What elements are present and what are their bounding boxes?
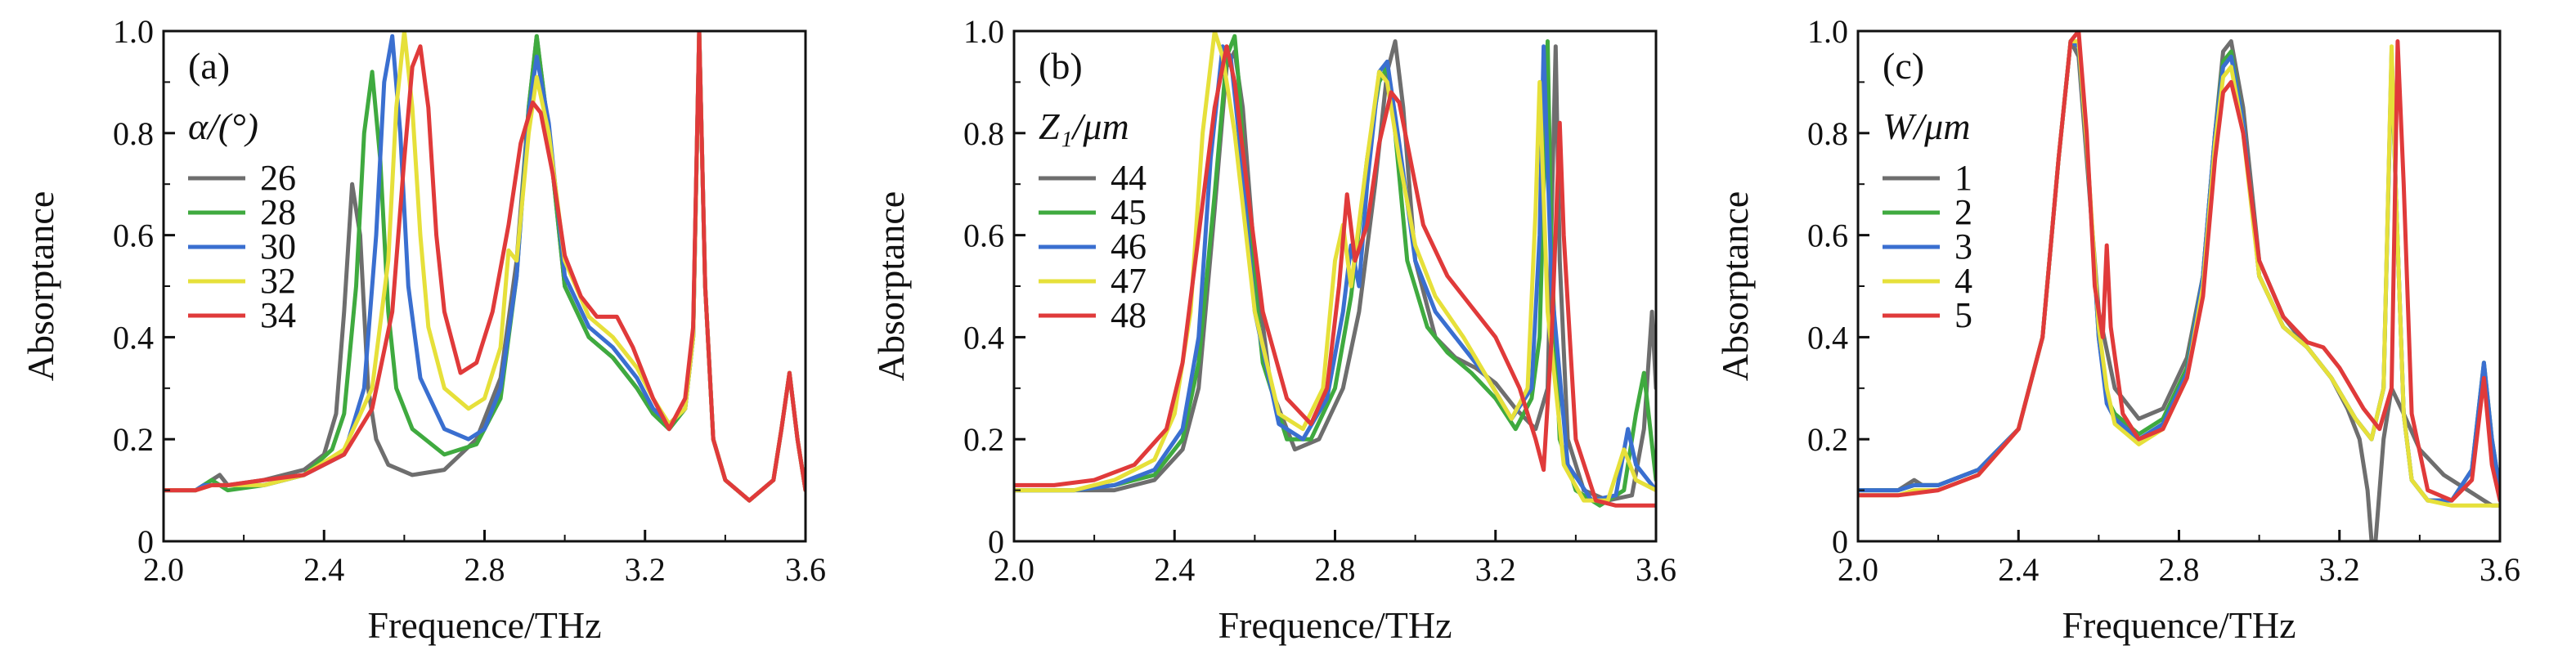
y-axis-title: Absorptance (20, 191, 61, 381)
legend-title: α/(°) (188, 105, 258, 147)
panel-label: (a) (188, 45, 230, 87)
y-axis-title: Absorptance (870, 191, 912, 381)
panel-label: (c) (1883, 45, 1924, 87)
chart-panel-1: 2.0 2.4 2.8 3.2 3.6 0 0.2 0.4 0.6 0.8 1.0 Frequence… (20, 13, 826, 646)
x-tick-label: 2.4 (1998, 551, 2039, 588)
series-line-34 (164, 31, 806, 503)
y-tick-label: 1.0 (963, 13, 1004, 50)
y-tick-label: 0.2 (963, 421, 1004, 458)
x-tick-label: 3.2 (625, 551, 666, 588)
y-tick-label: 1.0 (113, 13, 154, 50)
y-tick-label: 0.8 (963, 115, 1004, 152)
series-group (164, 31, 806, 503)
legend-label-44: 44 (1111, 158, 1147, 198)
y-tick-label: 0 (988, 523, 1004, 560)
legend-label-3: 3 (1954, 226, 1972, 267)
legend-title: Z₁/μm (1039, 105, 1129, 147)
x-axis-title: Frequence/THz (367, 604, 601, 646)
x-tick-label: 2.8 (2159, 551, 2200, 588)
legend-label-1: 1 (1954, 158, 1972, 198)
x-tick-label: 3.2 (2319, 551, 2360, 588)
legend-label-26: 26 (260, 158, 296, 198)
y-tick-label: 0 (1832, 523, 1848, 560)
x-axis-title: Frequence/THz (2062, 604, 2296, 646)
y-tick-label: 0.6 (1807, 217, 1848, 254)
y-tick-label: 0.2 (1807, 421, 1848, 458)
legend-label-34: 34 (260, 295, 296, 335)
panel-label: (b) (1039, 45, 1083, 87)
y-tick-label: 0.2 (113, 421, 154, 458)
y-tick-label: 0.4 (1807, 319, 1848, 356)
x-tick-label: 3.6 (1636, 551, 1676, 588)
x-axis-title: Frequence/THz (1218, 604, 1452, 646)
legend-label-28: 28 (260, 192, 296, 232)
series-line-48 (1014, 44, 1656, 508)
chart-panel-2: 2.0 2.4 2.8 3.2 3.6 0 0.2 0.4 0.6 0.8 1.0 Frequence… (870, 13, 1676, 646)
y-tick-label: 1.0 (1807, 13, 1848, 50)
legend-label-2: 2 (1954, 192, 1972, 232)
x-tick-label: 2.0 (143, 551, 184, 588)
series-line-5 (1858, 31, 2500, 503)
x-tick-label: 2.4 (1154, 551, 1195, 588)
x-tick-label: 3.2 (1475, 551, 1516, 588)
legend-label-47: 47 (1111, 261, 1147, 301)
y-tick-label: 0 (137, 523, 154, 560)
x-tick-label: 2.0 (1838, 551, 1878, 588)
y-tick-label: 0.6 (113, 217, 154, 254)
x-tick-label: 3.6 (785, 551, 826, 588)
x-tick-label: 3.6 (2480, 551, 2520, 588)
legend-label-32: 32 (260, 261, 296, 301)
y-tick-label: 0.8 (1807, 115, 1848, 152)
legend-label-48: 48 (1111, 295, 1147, 335)
legend-label-45: 45 (1111, 192, 1147, 232)
x-tick-label: 2.0 (994, 551, 1034, 588)
x-tick-label: 2.8 (1315, 551, 1356, 588)
legend-label-5: 5 (1954, 295, 1972, 335)
legend-label-4: 4 (1954, 261, 1972, 301)
y-tick-label: 0.4 (113, 319, 154, 356)
legend-title: W/μm (1883, 105, 1970, 147)
y-tick-label: 0.8 (113, 115, 154, 152)
y-axis-title: Absorptance (1714, 191, 1756, 381)
series-group (1014, 31, 1656, 508)
y-tick-label: 0.4 (963, 319, 1004, 356)
legend-label-30: 30 (260, 226, 296, 267)
x-tick-label: 2.4 (303, 551, 344, 588)
legend-label-46: 46 (1111, 226, 1147, 267)
series-group (1858, 31, 2500, 541)
x-tick-label: 2.8 (464, 551, 505, 588)
chart-panel-3: 2.0 2.4 2.8 3.2 3.6 0 0.2 0.4 0.6 0.8 1.0 Frequence… (1714, 13, 2520, 646)
y-tick-label: 0.6 (963, 217, 1004, 254)
